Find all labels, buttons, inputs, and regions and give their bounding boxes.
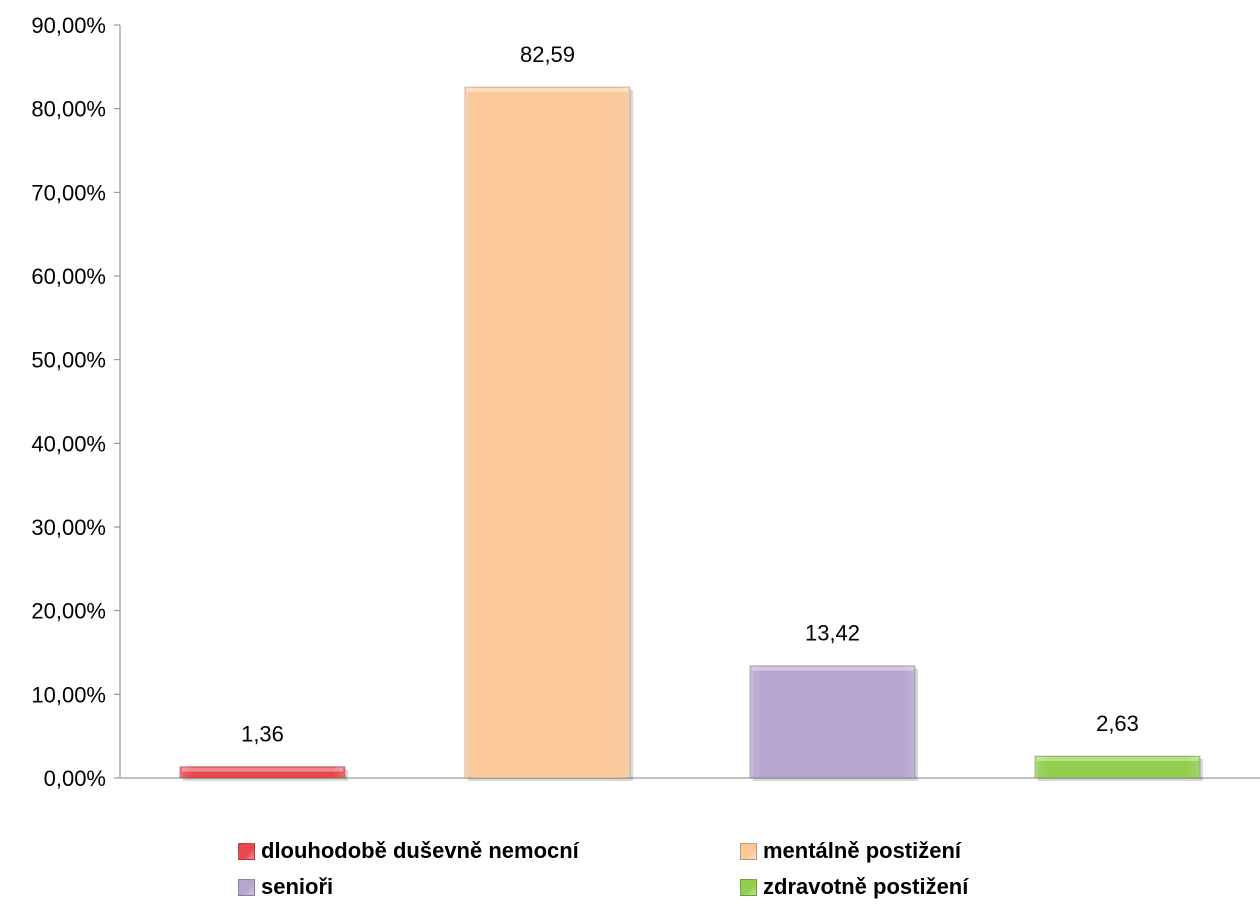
bar-1	[464, 86, 631, 779]
y-tick-label: 20,00%	[31, 599, 106, 624]
bar-highlight	[466, 87, 629, 92]
bar-3	[1034, 755, 1201, 779]
legend-label: zdravotně postižení	[763, 874, 969, 899]
legend-swatch	[238, 842, 255, 860]
y-tick-label: 0,00%	[44, 766, 106, 791]
legend-swatch	[740, 878, 757, 896]
legend-label: dlouhodobě duševně nemocní	[261, 838, 579, 863]
legend-swatch	[238, 878, 255, 896]
data-label-1: 82,59	[520, 42, 575, 67]
bar-0	[179, 766, 346, 779]
data-label-2: 13,42	[805, 621, 860, 646]
legend-swatch	[740, 842, 757, 860]
y-tick-label: 70,00%	[31, 180, 106, 205]
legend-label: senioři	[261, 874, 334, 899]
y-tick-label: 50,00%	[31, 348, 106, 373]
bar-2	[749, 665, 916, 779]
bar-highlight	[751, 666, 914, 671]
legend-item-zdravotne-postizeni: zdravotně postižení	[740, 874, 968, 900]
y-tick-label: 60,00%	[31, 264, 106, 289]
bar-chart: 0,00% 10,00% 20,00% 30,00% 40,00% 50,00% 60,00…	[31, 13, 1260, 791]
y-tick-label: 80,00%	[31, 97, 106, 122]
y-tick-label: 10,00%	[31, 682, 106, 707]
y-axis: 0,00% 10,00% 20,00% 30,00% 40,00% 50,00% 60,00…	[31, 13, 121, 791]
y-tick-label: 40,00%	[31, 431, 106, 456]
legend-item-seniori: senioři	[238, 874, 333, 900]
data-label-0: 1,36	[241, 722, 284, 747]
y-tick-label: 90,00%	[31, 13, 106, 38]
bar-highlight	[1036, 756, 1199, 761]
legend-label: mentálně postižení	[763, 838, 962, 863]
bars-group	[179, 86, 1204, 781]
y-tick-label: 30,00%	[31, 515, 106, 540]
legend-item-dlouhodobe-dusevne-nemocni: dlouhodobě duševně nemocní	[238, 838, 579, 864]
data-label-3: 2,63	[1096, 711, 1139, 736]
legend-item-mentalne-postizeni: mentálně postižení	[740, 838, 961, 864]
data-labels-group: 1,36 82,59 13,42 2,63	[241, 42, 1139, 747]
bar-highlight	[181, 767, 344, 772]
